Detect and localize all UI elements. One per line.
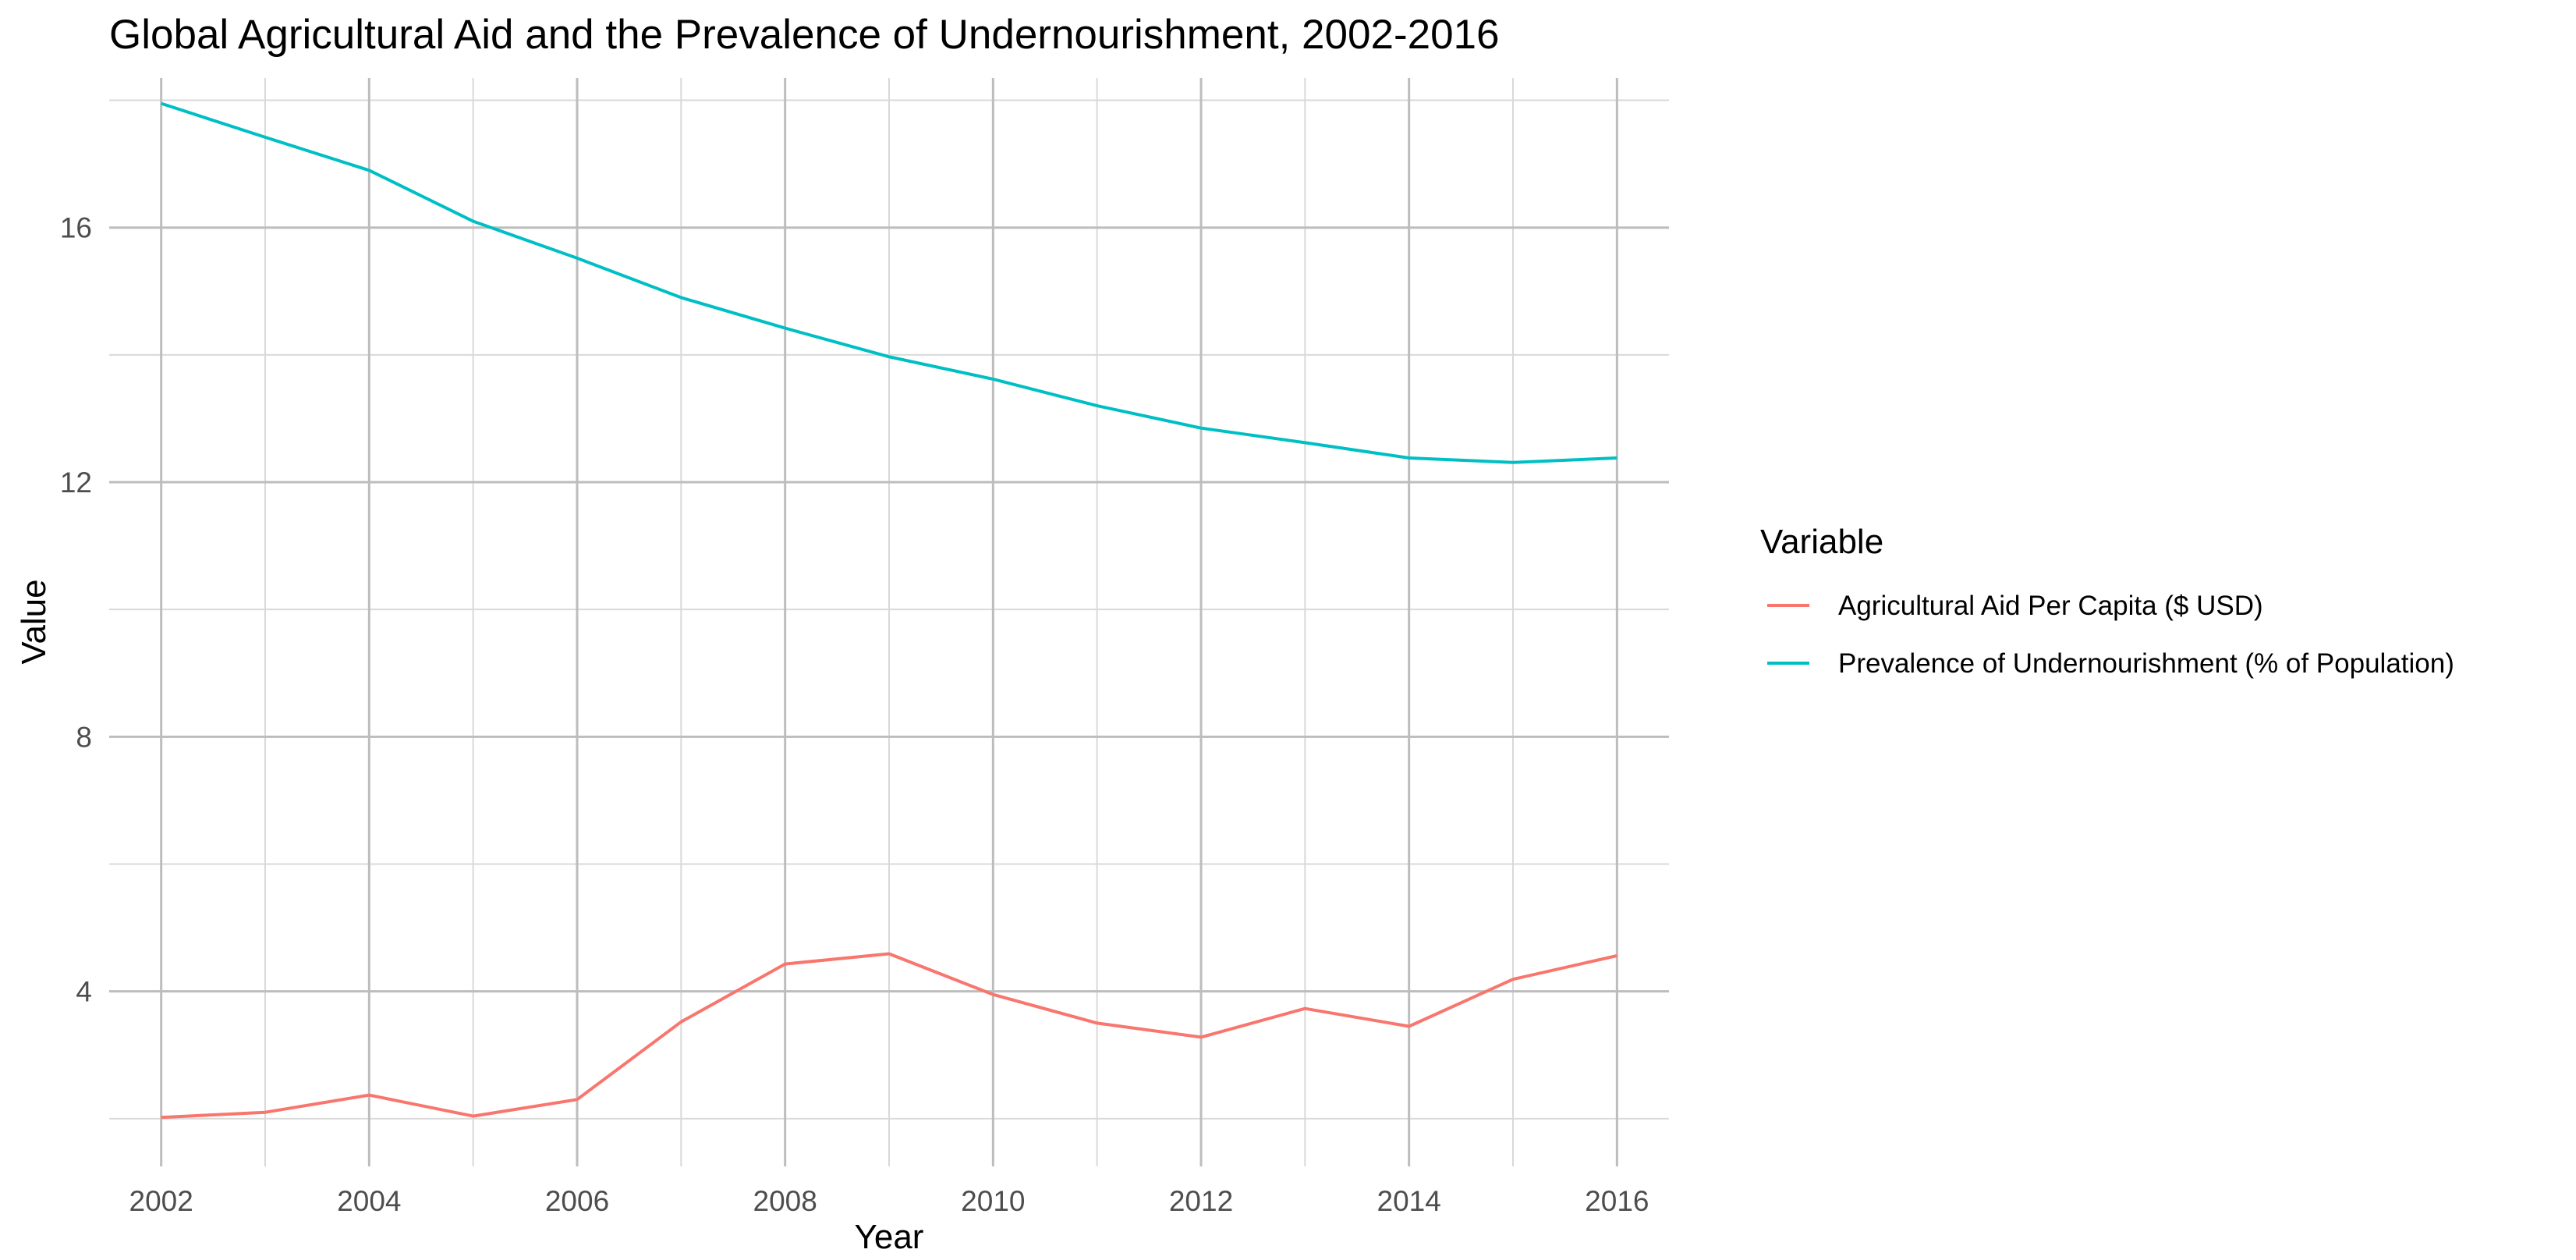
legend-item: Prevalence of Undernourishment (% of Pop… (1767, 648, 2454, 679)
y-tick-label: 12 (60, 467, 92, 499)
series-line-2 (161, 101, 1618, 464)
series-line-1 (161, 952, 1618, 1120)
x-tick-label: 2016 (1585, 1185, 1649, 1217)
grid-minor (109, 78, 1669, 1166)
legend: Variable Agricultural Aid Per Capita ($ … (1760, 523, 2454, 679)
x-tick-label: 2006 (545, 1185, 609, 1217)
x-axis-title: Year (855, 1218, 924, 1256)
y-tick-label: 8 (76, 721, 92, 753)
legend-label: Agricultural Aid Per Capita ($ USD) (1838, 591, 2263, 621)
grid-major (109, 78, 1669, 1166)
legend-title: Variable (1760, 523, 1883, 561)
legend-items: Agricultural Aid Per Capita ($ USD) Preva… (1767, 591, 2454, 679)
y-tick-label: 16 (60, 212, 92, 244)
chart-title: Global Agricultural Aid and the Prevalen… (109, 12, 1500, 58)
x-tick-labels: 2002 2004 2006 2008 2010 2012 2014 2016 (129, 1185, 1649, 1217)
x-tick-label: 2002 (129, 1185, 193, 1217)
y-tick-labels: 4 8 12 16 (60, 212, 92, 1008)
x-tick-label: 2008 (753, 1185, 817, 1217)
y-axis-title: Value (15, 579, 53, 664)
x-tick-label: 2012 (1169, 1185, 1233, 1217)
legend-item: Agricultural Aid Per Capita ($ USD) (1767, 591, 2263, 621)
legend-label: Prevalence of Undernourishment (% of Pop… (1838, 648, 2454, 679)
y-tick-label: 4 (76, 976, 92, 1008)
x-tick-label: 2010 (961, 1185, 1025, 1217)
series-layer (161, 101, 1618, 1120)
x-tick-label: 2014 (1377, 1185, 1441, 1217)
x-tick-label: 2004 (337, 1185, 401, 1217)
